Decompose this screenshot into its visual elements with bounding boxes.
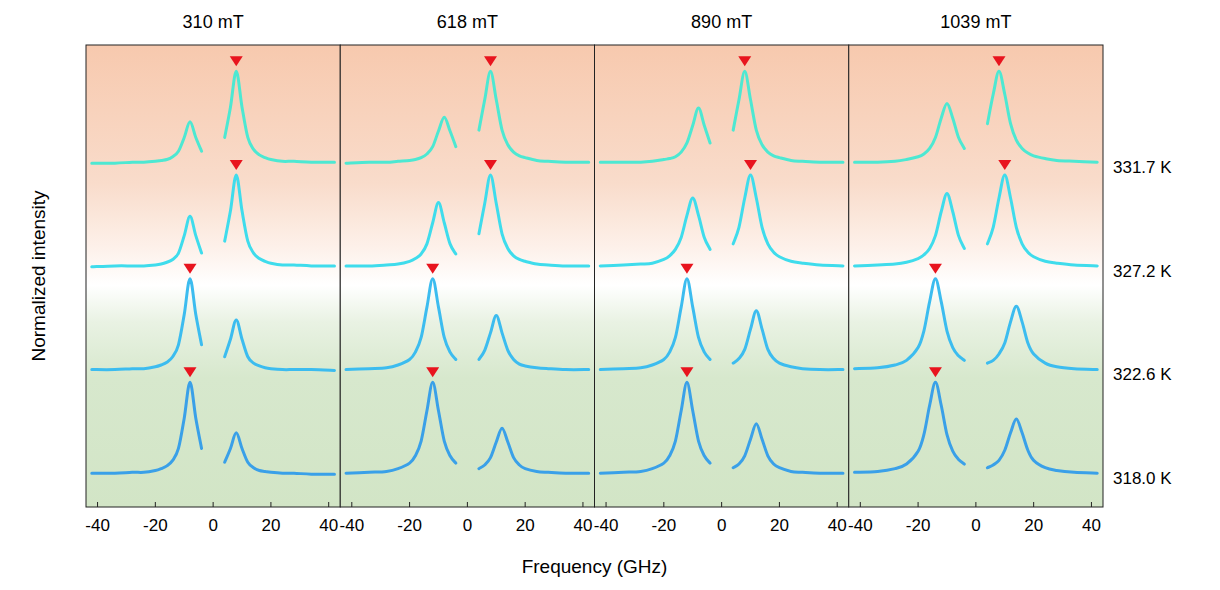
peak-marker xyxy=(484,160,497,170)
panel-title: 310 mT xyxy=(183,12,244,32)
peak-marker xyxy=(484,56,497,66)
x-tick-label: 20 xyxy=(770,516,789,535)
plot-marks xyxy=(600,56,843,473)
x-tick xyxy=(1033,502,1034,507)
spectrum-line xyxy=(346,71,589,163)
x-tick-label: 20 xyxy=(516,516,535,535)
x-tick-label: 40 xyxy=(1082,516,1101,535)
panel-background xyxy=(86,45,340,507)
peak-marker xyxy=(929,264,942,274)
x-tick xyxy=(213,502,214,507)
panel-title: 890 mT xyxy=(691,12,752,32)
x-tick-label: 20 xyxy=(261,516,280,535)
peak-marker xyxy=(998,160,1011,170)
x-tick xyxy=(975,502,976,507)
x-tick-label: -20 xyxy=(652,516,677,535)
spectrum-line xyxy=(600,279,843,370)
peak-marker xyxy=(992,56,1005,66)
panel-frame xyxy=(849,45,1103,507)
panel-frame xyxy=(340,45,594,507)
panel: 310 mT -40 -20 0 20 40 xyxy=(85,12,340,535)
x-tick-label: -20 xyxy=(143,516,168,535)
spectrum-line xyxy=(346,382,589,473)
peak-marker xyxy=(426,264,439,274)
panel-title: 1039 mT xyxy=(940,12,1011,32)
y-axis-label: Normalized intensity xyxy=(28,190,49,362)
temperature-label: 322.6 K xyxy=(1113,365,1172,384)
spectrum-line xyxy=(855,71,1098,162)
spectrum-line xyxy=(855,279,1098,370)
spectrum-line xyxy=(92,71,335,163)
x-tick-label: 0 xyxy=(971,516,980,535)
x-tick-label: -20 xyxy=(906,516,931,535)
x-tick xyxy=(97,502,98,507)
x-tick xyxy=(860,502,861,507)
spectrum-line xyxy=(855,175,1098,266)
x-tick xyxy=(582,502,583,507)
peak-marker xyxy=(230,56,243,66)
spectrum-line xyxy=(346,175,589,266)
figure: 310 mT-40-2002040618 mT-40-2002040890 mT… xyxy=(0,0,1220,590)
panel-frame xyxy=(86,45,340,507)
x-tick-label: 40 xyxy=(828,516,847,535)
x-tick-label: 0 xyxy=(717,516,726,535)
x-tick-label: -40 xyxy=(594,516,619,535)
peak-marker xyxy=(426,367,439,377)
spectrum-line xyxy=(600,382,843,473)
x-tick xyxy=(606,502,607,507)
plot-marks xyxy=(855,56,1098,473)
peak-marker xyxy=(680,367,693,377)
panel-background xyxy=(595,45,849,507)
x-tick-label: -40 xyxy=(848,516,873,535)
spectrum-line xyxy=(92,382,335,474)
x-tick xyxy=(525,502,526,507)
x-tick-label: -20 xyxy=(397,516,422,535)
peak-marker xyxy=(738,56,751,66)
x-tick-label: 0 xyxy=(463,516,472,535)
panel-frame xyxy=(595,45,849,507)
peak-marker xyxy=(184,367,197,377)
x-tick xyxy=(155,502,156,507)
x-tick-label: 40 xyxy=(573,516,592,535)
x-tick xyxy=(663,502,664,507)
x-tick xyxy=(918,502,919,507)
x-tick-label: 20 xyxy=(1024,516,1043,535)
temperature-label: 331.7 K xyxy=(1113,158,1172,177)
panel: 618 mT -40 -20 0 20 40 xyxy=(340,12,595,535)
plot-marks xyxy=(346,56,589,473)
peak-marker xyxy=(744,160,757,170)
x-tick-label: -40 xyxy=(340,516,365,535)
x-tick-label: -40 xyxy=(85,516,110,535)
peak-marker xyxy=(230,160,243,170)
x-tick xyxy=(1091,502,1092,507)
spectrum-line xyxy=(92,279,335,371)
x-tick-label: 0 xyxy=(208,516,217,535)
x-axis-label: Frequency (GHz) xyxy=(522,556,668,577)
peak-marker xyxy=(929,367,942,377)
peak-marker xyxy=(680,264,693,274)
x-tick-label: 40 xyxy=(319,516,338,535)
x-tick xyxy=(270,502,271,507)
panel: 1039 mT -40 -20 0 20 40 xyxy=(848,12,1103,535)
x-tick xyxy=(779,502,780,507)
panel-background xyxy=(849,45,1103,507)
temperature-label: 327.2 K xyxy=(1113,262,1172,281)
spectrum-line xyxy=(600,71,843,162)
x-tick xyxy=(721,502,722,507)
x-tick xyxy=(351,502,352,507)
panel-background xyxy=(340,45,594,507)
x-tick xyxy=(837,502,838,507)
spectrum-line xyxy=(346,279,589,370)
plot-marks xyxy=(92,56,335,474)
spectrum-line xyxy=(92,175,335,267)
peak-marker xyxy=(184,264,197,274)
panel-title: 618 mT xyxy=(437,12,498,32)
temperature-label: 318.0 K xyxy=(1113,469,1172,488)
x-tick xyxy=(328,502,329,507)
spectrum-line xyxy=(600,175,843,266)
x-tick xyxy=(467,502,468,507)
panel: 890 mT -40 -20 0 20 40 xyxy=(594,12,849,535)
spectrum-line xyxy=(855,382,1098,473)
x-tick xyxy=(409,502,410,507)
